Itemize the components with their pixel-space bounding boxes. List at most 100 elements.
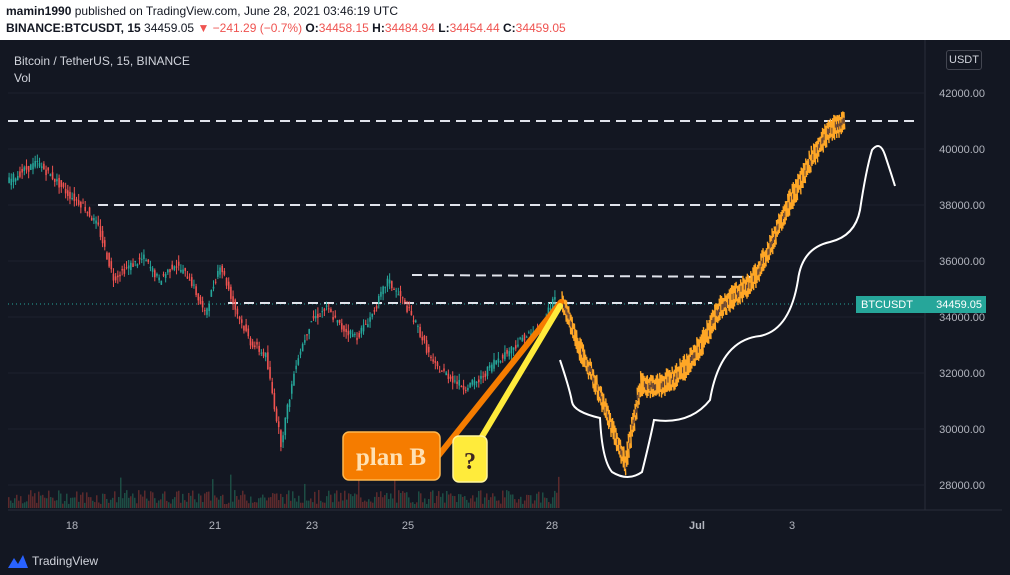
y-tick-label: 30000.00 (939, 424, 985, 436)
volume-bar (98, 502, 100, 508)
volume-bar (528, 494, 530, 508)
candle-body (130, 262, 132, 271)
price-chart[interactable]: plan B ? 28000.00 30000.00 32000.00 34000.0… (0, 40, 1010, 575)
chart-area[interactable]: plan B ? 28000.00 30000.00 32000.00 34000.0… (0, 40, 1010, 575)
candle-body (458, 379, 461, 386)
volume-bar (382, 497, 384, 508)
tradingview-brand[interactable]: TradingView (32, 554, 99, 568)
candle-body (117, 275, 119, 278)
volume-bar (362, 501, 364, 508)
volume-bar (424, 498, 426, 508)
y-tick-label: 32000.00 (939, 368, 985, 380)
volume-bar (544, 497, 546, 508)
currency-button[interactable]: USDT (946, 50, 982, 70)
volume-bar (94, 502, 96, 508)
candle-body (132, 263, 134, 267)
candle-body (306, 334, 308, 336)
plan-b-callout[interactable]: plan B (342, 431, 441, 481)
volume-bar (36, 502, 38, 508)
volume-bar (192, 490, 194, 508)
volume-bar (518, 499, 520, 508)
candle-body (480, 375, 482, 379)
question-callout[interactable]: ? (452, 435, 488, 483)
volume-bar (310, 498, 312, 508)
candle-body (10, 178, 13, 186)
chart-legend-title[interactable]: Bitcoin / TetherUS, 15, BINANCE (14, 54, 190, 68)
level-line[interactable] (411, 274, 759, 278)
volume-bar (42, 494, 44, 508)
candle-body (214, 281, 217, 283)
volume-bar (364, 500, 366, 508)
volume-bar (468, 502, 470, 508)
volume-bar (118, 497, 120, 508)
volume-bar (534, 500, 536, 508)
volume-bar (390, 493, 392, 508)
volume-bar (224, 503, 226, 508)
volume-bar (12, 502, 14, 508)
volume-bar (74, 497, 76, 508)
volume-bar (336, 490, 338, 508)
volume-bar (506, 490, 508, 508)
plan-b-arrow[interactable] (432, 299, 564, 463)
candle-body (119, 274, 121, 277)
candle-body (34, 161, 36, 167)
volume-bar (134, 497, 136, 508)
volume-bar (548, 502, 550, 508)
candle-body (345, 328, 347, 332)
author-name[interactable]: mamin1990 (6, 4, 72, 18)
candle-body (284, 417, 287, 436)
volume-bar (258, 498, 260, 508)
low-value: 34454.44 (449, 21, 500, 35)
candle-body (395, 290, 397, 292)
volume-bar (72, 497, 74, 508)
volume-bar (436, 495, 438, 508)
candle-body (419, 326, 421, 337)
candle-body (114, 276, 117, 281)
volume-bar (392, 498, 394, 508)
volume-bar (50, 497, 52, 508)
volume-bar (260, 497, 262, 508)
volume-bar (532, 503, 534, 508)
volume-bar (108, 502, 110, 508)
candle-body (301, 344, 304, 352)
question-arrow[interactable] (471, 303, 563, 453)
volume-bar (218, 499, 220, 508)
volume-bar (30, 490, 32, 508)
volume-legend[interactable]: Vol (14, 71, 31, 85)
candle-body (484, 373, 487, 377)
candle-body (140, 258, 143, 260)
volume-bar (140, 494, 142, 508)
candle-body (451, 375, 454, 383)
volume-bar (266, 500, 268, 508)
candle-body (180, 269, 182, 272)
candle-body (221, 265, 223, 273)
candle-body (267, 352, 269, 370)
candle-body (430, 356, 432, 359)
candle-body (280, 430, 282, 447)
volume-bar (246, 500, 248, 508)
volume-bar (486, 493, 488, 508)
high-label: H: (372, 21, 385, 35)
volume-bar (376, 492, 378, 508)
volume-bar (26, 501, 28, 508)
volume-bar (430, 491, 432, 508)
volume-bar (172, 499, 174, 508)
close-value: 34459.05 (515, 21, 566, 35)
candle-body (310, 321, 313, 323)
volume-bar (384, 495, 386, 508)
candle-body (351, 333, 354, 337)
volume-bar (350, 494, 352, 508)
volume-bar (280, 493, 282, 508)
candle-body (549, 307, 552, 311)
candle-body (460, 386, 463, 388)
volume-bar (14, 498, 16, 508)
candle-body (295, 365, 297, 370)
volume-bar (368, 499, 370, 508)
volume-bar (190, 495, 192, 508)
candle-body (332, 317, 334, 320)
projection-series (561, 111, 846, 476)
candle-body (506, 350, 508, 354)
volume-bar (226, 503, 228, 508)
volume-bar (142, 496, 144, 508)
candle-body (521, 337, 524, 342)
